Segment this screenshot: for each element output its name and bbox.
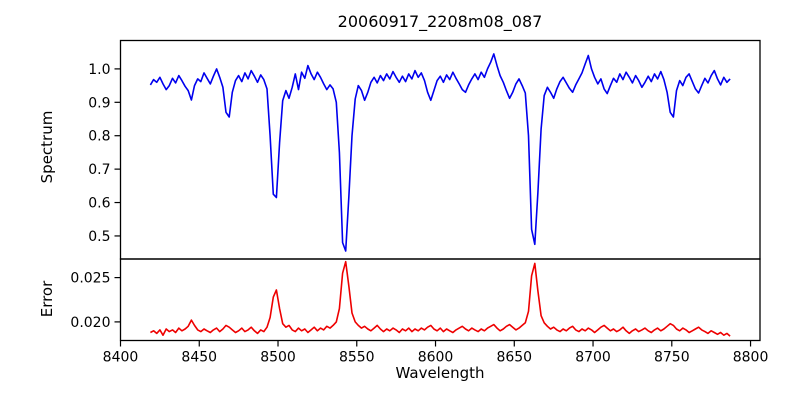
axes-frame-top (119, 39, 761, 260)
x-tick-label: 8500 (260, 350, 296, 366)
x-tick-label: 8600 (418, 350, 454, 366)
chart-title: 20060917_2208m08_087 (337, 12, 543, 31)
y-tick-label: 0.9 (88, 95, 110, 111)
y-tick-label: 0.025 (70, 271, 110, 287)
y-tick-label: 0.020 (70, 315, 110, 331)
x-axis-label: Wavelength (395, 364, 485, 382)
error-line (150, 260, 731, 337)
x-tick-label: 8400 (103, 350, 139, 366)
x-tick-label: 8450 (181, 350, 217, 366)
axes-frame-bottom (119, 258, 761, 342)
x-tick-label: 8750 (654, 350, 690, 366)
y-tick-label: 0.8 (88, 129, 110, 145)
y-tick-label: 0.6 (88, 196, 110, 212)
x-tick-label: 8550 (339, 350, 375, 366)
y-tick-label: 0.5 (88, 229, 110, 245)
x-tick-label: 8700 (575, 350, 611, 366)
y-tick-label: 1.0 (88, 62, 110, 78)
spectrum-line (149, 53, 731, 252)
x-tick-label: 8650 (496, 350, 532, 366)
x-tick-label: 8800 (733, 350, 769, 366)
y-tick-label: 0.7 (88, 162, 110, 178)
